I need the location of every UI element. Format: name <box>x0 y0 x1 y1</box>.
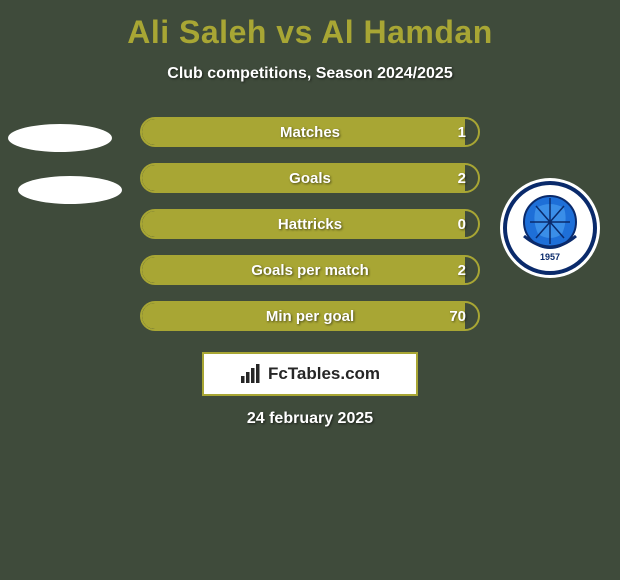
barchart-icon <box>240 364 262 384</box>
stats-list: Matches 1 Goals 2 Hattricks 0 Goals per … <box>0 117 620 331</box>
stat-value: 2 <box>458 170 466 187</box>
stat-label: Matches <box>280 124 340 141</box>
stat-value: 70 <box>449 308 466 325</box>
stat-label: Goals <box>289 170 331 187</box>
stat-row: Min per goal 70 <box>0 301 620 331</box>
stat-value: 1 <box>458 124 466 141</box>
date-text: 24 february 2025 <box>0 410 620 428</box>
stat-label: Hattricks <box>278 216 342 233</box>
stat-row: Goals per match 2 <box>0 255 620 285</box>
stat-bar: Min per goal 70 <box>140 301 480 331</box>
stat-bar: Matches 1 <box>140 117 480 147</box>
stat-row: Goals 2 <box>0 163 620 193</box>
stat-label: Min per goal <box>266 308 354 325</box>
stat-bar: Goals per match 2 <box>140 255 480 285</box>
stat-bar: Goals 2 <box>140 163 480 193</box>
stat-label: Goals per match <box>251 262 369 279</box>
page-title: Ali Saleh vs Al Hamdan <box>0 0 620 51</box>
stat-value: 2 <box>458 262 466 279</box>
subtitle: Club competitions, Season 2024/2025 <box>0 65 620 83</box>
stat-bar: Hattricks 0 <box>140 209 480 239</box>
stat-row: Matches 1 <box>0 117 620 147</box>
fctables-badge[interactable]: FcTables.com <box>202 352 418 396</box>
stat-row: Hattricks 0 <box>0 209 620 239</box>
fctables-text: FcTables.com <box>268 364 380 384</box>
stat-value: 0 <box>458 216 466 233</box>
comparison-card: Ali Saleh vs Al Hamdan Club competitions… <box>0 0 620 580</box>
